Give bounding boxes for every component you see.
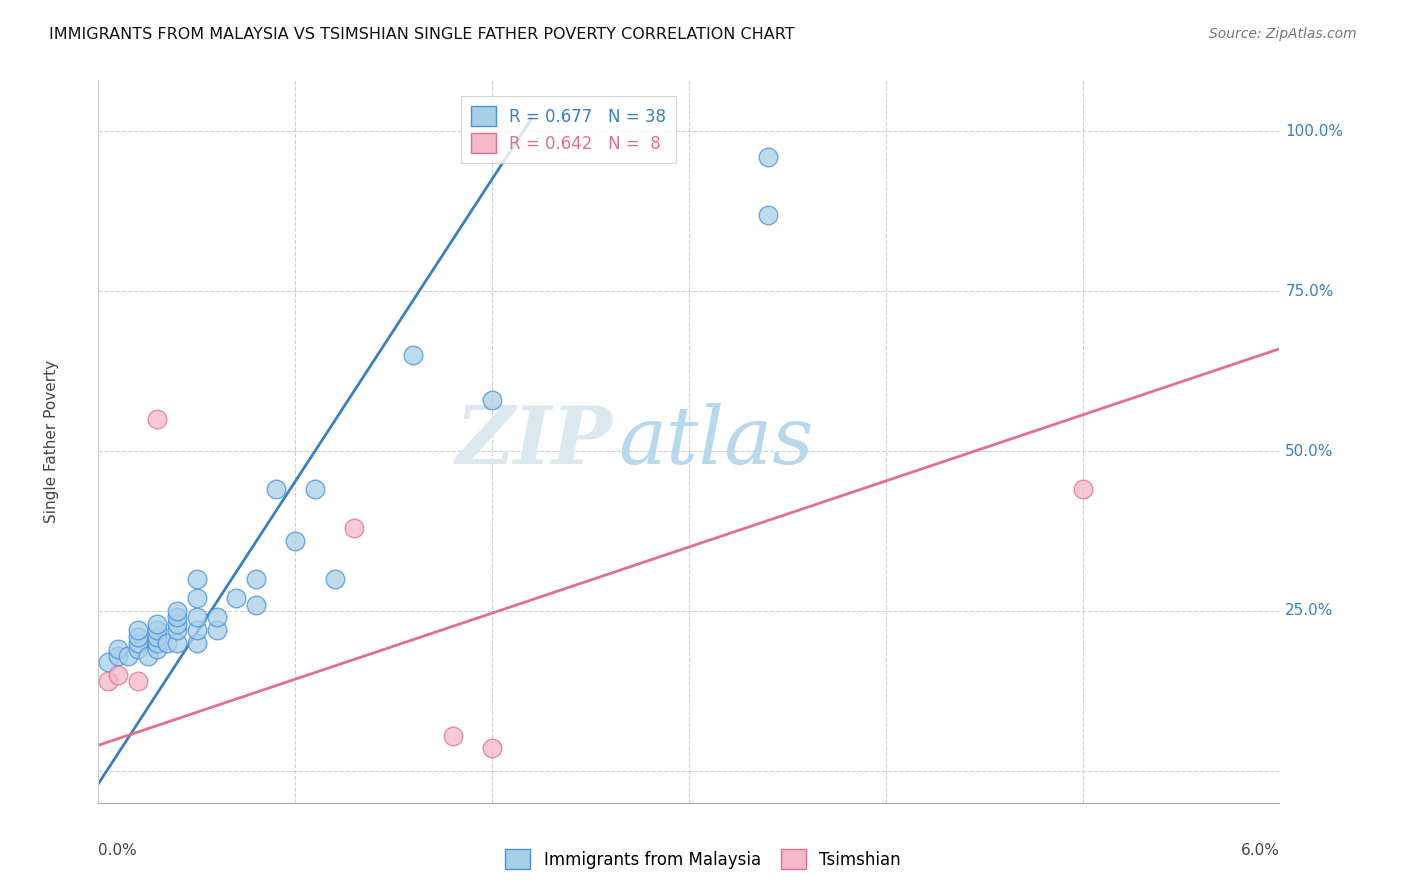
Point — [756, 208, 779, 222]
Text: 0.0%: 0.0% — [98, 843, 138, 857]
Text: 75.0%: 75.0% — [1285, 284, 1334, 299]
Text: Single Father Poverty: Single Father Poverty — [44, 360, 59, 523]
Point — [146, 630, 169, 644]
Point — [127, 636, 149, 650]
Point — [186, 623, 208, 637]
Point — [323, 572, 346, 586]
Point — [127, 642, 149, 657]
Point — [245, 572, 267, 586]
Point — [186, 610, 208, 624]
Point — [166, 623, 188, 637]
Point — [107, 648, 129, 663]
Point — [156, 636, 179, 650]
Point — [166, 616, 188, 631]
Point — [107, 642, 129, 657]
Point — [127, 623, 149, 637]
Text: Source: ZipAtlas.com: Source: ZipAtlas.com — [1209, 27, 1357, 41]
Point — [264, 483, 287, 497]
Point — [136, 648, 159, 663]
Point — [304, 483, 326, 497]
Point — [245, 598, 267, 612]
Point — [205, 623, 228, 637]
Point — [186, 591, 208, 606]
Point — [166, 610, 188, 624]
Point — [441, 729, 464, 743]
Point — [186, 572, 208, 586]
Point — [97, 655, 120, 669]
Point — [186, 636, 208, 650]
Point — [402, 348, 425, 362]
Point — [117, 648, 139, 663]
Text: atlas: atlas — [619, 403, 814, 480]
Point — [146, 623, 169, 637]
Point — [225, 591, 247, 606]
Text: 6.0%: 6.0% — [1240, 843, 1279, 857]
Point — [205, 610, 228, 624]
Text: 100.0%: 100.0% — [1285, 124, 1343, 139]
Legend: R = 0.677   N = 38, R = 0.642   N =  8: R = 0.677 N = 38, R = 0.642 N = 8 — [461, 95, 676, 163]
Point — [146, 412, 169, 426]
Point — [166, 636, 188, 650]
Point — [481, 392, 503, 407]
Point — [146, 636, 169, 650]
Text: 25.0%: 25.0% — [1285, 604, 1334, 618]
Point — [343, 521, 366, 535]
Text: IMMIGRANTS FROM MALAYSIA VS TSIMSHIAN SINGLE FATHER POVERTY CORRELATION CHART: IMMIGRANTS FROM MALAYSIA VS TSIMSHIAN SI… — [49, 27, 794, 42]
Point — [127, 674, 149, 689]
Point — [97, 674, 120, 689]
Point — [107, 668, 129, 682]
Text: 50.0%: 50.0% — [1285, 443, 1334, 458]
Point — [284, 533, 307, 548]
Point — [1071, 483, 1094, 497]
Point — [756, 150, 779, 164]
Point — [146, 616, 169, 631]
Text: ZIP: ZIP — [456, 403, 612, 480]
Point — [481, 741, 503, 756]
Point — [146, 642, 169, 657]
Point — [166, 604, 188, 618]
Point — [127, 630, 149, 644]
Legend: Immigrants from Malaysia, Tsimshian: Immigrants from Malaysia, Tsimshian — [495, 838, 911, 880]
